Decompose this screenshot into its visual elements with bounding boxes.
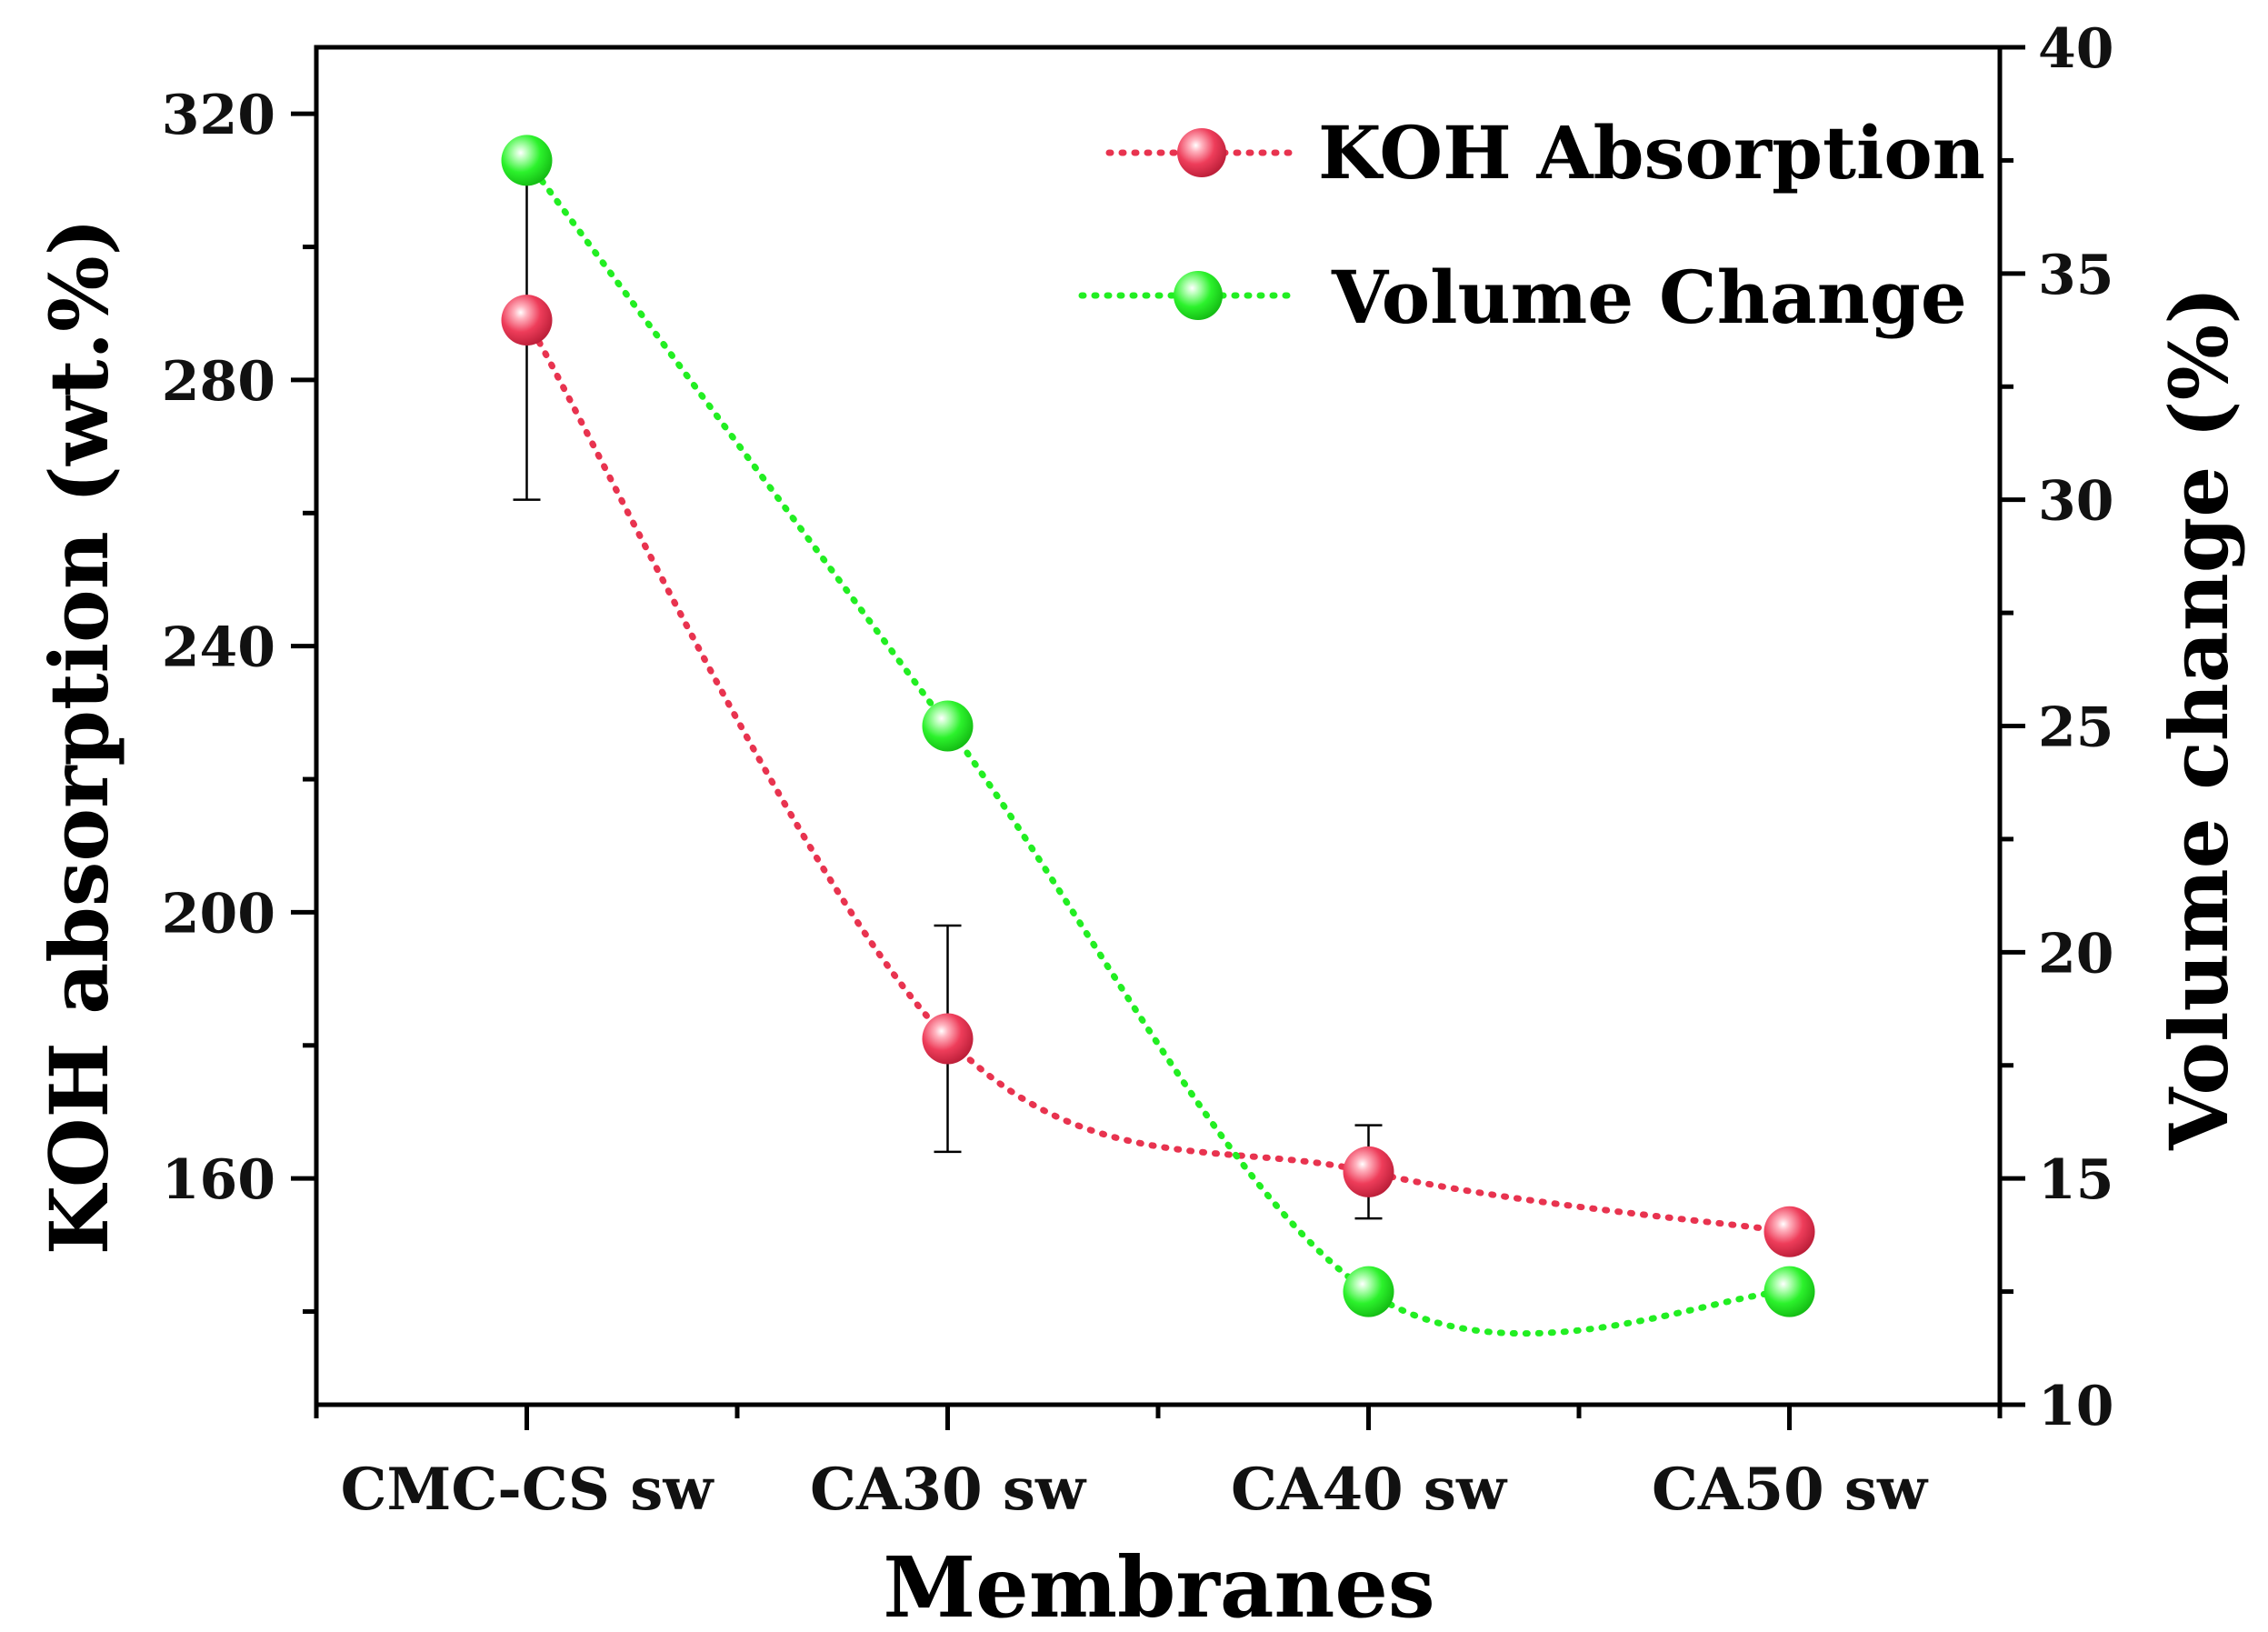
legend: KOH Absorption Volume Change xyxy=(1078,110,1985,340)
axes xyxy=(291,45,2025,1430)
koh-data-point xyxy=(501,295,553,346)
data-markers xyxy=(501,135,1815,1317)
x-axis-title: Membranes xyxy=(883,1538,1434,1632)
koh-data-point xyxy=(1763,1206,1815,1257)
legend-volume-label: Volume Change xyxy=(1331,255,1967,340)
x-tick-label: CA40 sw xyxy=(1231,1456,1508,1524)
x-tick-label: CMC-CS sw xyxy=(341,1456,715,1524)
right-tick-label: 40 xyxy=(2038,17,2114,81)
plot-frame xyxy=(314,45,2003,1407)
koh-data-point xyxy=(922,1013,974,1065)
x-tick-label: CA30 sw xyxy=(810,1456,1087,1524)
legend-koh-label: KOH Absorption xyxy=(1318,110,1985,195)
legend-koh-marker xyxy=(1177,128,1226,177)
right-tick-label: 35 xyxy=(2038,244,2114,307)
volume-series-line xyxy=(524,156,1793,1337)
volume-data-point xyxy=(1343,1266,1394,1317)
x-tick-label: CA50 sw xyxy=(1652,1456,1929,1524)
right-tick-label: 10 xyxy=(2038,1375,2114,1438)
right-tick-label: 20 xyxy=(2038,922,2114,986)
volume-data-point xyxy=(1763,1266,1815,1317)
left-tick-label: 240 xyxy=(162,616,275,680)
volume-data-point xyxy=(922,700,974,752)
koh-data-point xyxy=(1343,1146,1394,1197)
right-tick-label: 25 xyxy=(2038,696,2114,760)
volume-data-point xyxy=(501,135,553,186)
right-tick-label: 30 xyxy=(2038,470,2114,534)
legend-volume-marker xyxy=(1174,271,1223,320)
left-tick-label: 160 xyxy=(162,1148,275,1212)
left-y-axis-title: KOH absorption (wt.%) xyxy=(32,218,126,1256)
tick-labels: CMC-CS sw CA30 sw CA40 sw CA50 sw 160 200 240 2… xyxy=(162,17,2114,1524)
left-tick-label: 200 xyxy=(162,882,275,946)
left-tick-label: 320 xyxy=(162,84,275,147)
series-lines xyxy=(524,156,1793,1337)
left-tick-label: 280 xyxy=(162,350,275,414)
right-tick-label: 15 xyxy=(2038,1148,2114,1212)
right-y-axis-title: Volume change (%) xyxy=(2152,286,2246,1151)
koh-series-line xyxy=(524,316,1793,1236)
